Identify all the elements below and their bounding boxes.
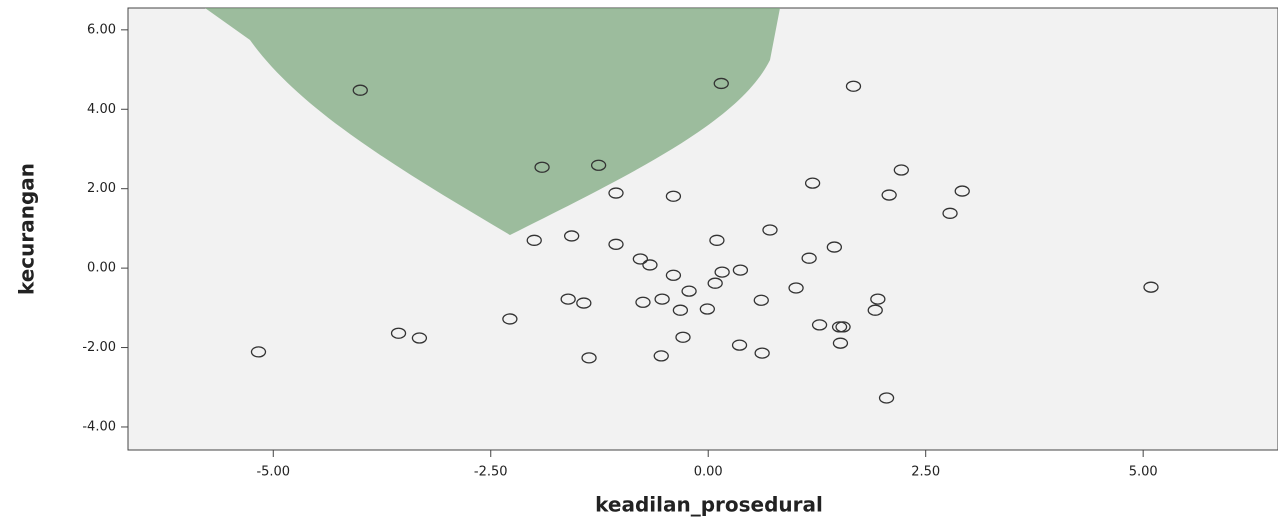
x-tick-label: -2.50: [474, 465, 508, 480]
x-tick-label: 5.00: [1129, 465, 1158, 480]
y-tick-label: -2.00: [82, 340, 116, 355]
x-tick-label: 0.00: [694, 465, 723, 480]
y-tick-label: 4.00: [87, 102, 116, 117]
x-tick-label: -5.00: [256, 465, 290, 480]
y-tick-label: 2.00: [87, 181, 116, 196]
y-axis-title: kecurangan: [15, 163, 39, 295]
y-tick-label: 0.00: [87, 261, 116, 276]
x-axis-title: keadilan_prosedural: [595, 493, 823, 517]
y-tick-label: -4.00: [82, 419, 116, 434]
y-tick-label: 6.00: [87, 22, 116, 37]
x-tick-label: 2.50: [911, 465, 940, 480]
chart: keadilan_prosedural kecurangan -4.00 -2.0…: [0, 0, 1278, 525]
